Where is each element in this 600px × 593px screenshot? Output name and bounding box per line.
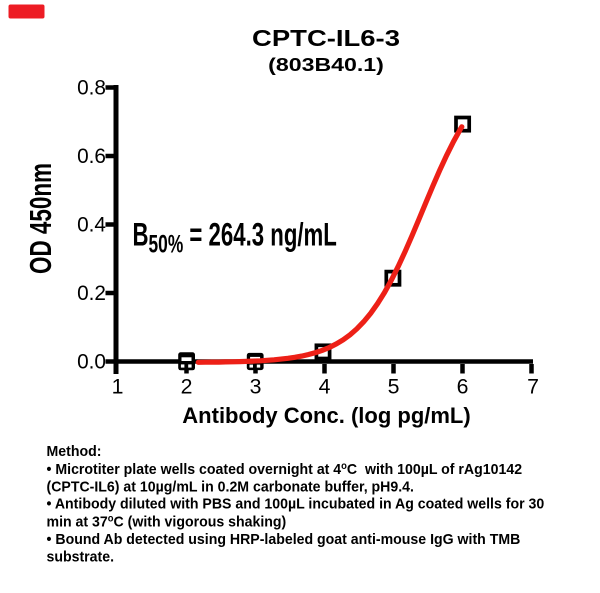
svg-text:Method:: Method: bbox=[47, 444, 102, 460]
svg-text:• Antibody diluted with PBS an: • Antibody diluted with PBS and 100µL in… bbox=[47, 496, 545, 512]
svg-text:0.6: 0.6 bbox=[77, 145, 106, 168]
svg-text:0.0: 0.0 bbox=[77, 350, 106, 373]
svg-text:6: 6 bbox=[457, 375, 469, 399]
svg-text:2: 2 bbox=[181, 375, 193, 399]
svg-text:0.8: 0.8 bbox=[77, 76, 106, 99]
svg-text:Antibody Conc. (log pg/mL): Antibody Conc. (log pg/mL) bbox=[182, 403, 470, 428]
svg-text:0.2: 0.2 bbox=[77, 282, 106, 305]
svg-text:7: 7 bbox=[527, 375, 539, 399]
svg-text:(CPTC-IL6) at 10µg/mL in 0.2M: (CPTC-IL6) at 10µg/mL in 0.2M carbonate … bbox=[47, 479, 414, 495]
svg-text:(803B40.1): (803B40.1) bbox=[268, 55, 384, 75]
svg-text:min at 37oC (with vigorous sha: min at 37oC (with vigorous shaking) bbox=[47, 513, 287, 530]
svg-text:• Bound Ab detected using HRP-: • Bound Ab detected using HRP-labeled go… bbox=[47, 532, 521, 548]
svg-text:• Microtiter plate wells coate: • Microtiter plate wells coated overnigh… bbox=[47, 461, 523, 478]
svg-text:5: 5 bbox=[388, 375, 400, 399]
svg-text:0.4: 0.4 bbox=[77, 213, 106, 236]
svg-text:4: 4 bbox=[319, 375, 331, 399]
svg-text:1: 1 bbox=[112, 375, 124, 399]
svg-text:CPTC-IL6-3: CPTC-IL6-3 bbox=[252, 26, 400, 51]
svg-text:substrate.: substrate. bbox=[47, 549, 115, 565]
svg-text:3: 3 bbox=[250, 375, 262, 399]
svg-text:OD 450nm: OD 450nm bbox=[24, 163, 58, 274]
